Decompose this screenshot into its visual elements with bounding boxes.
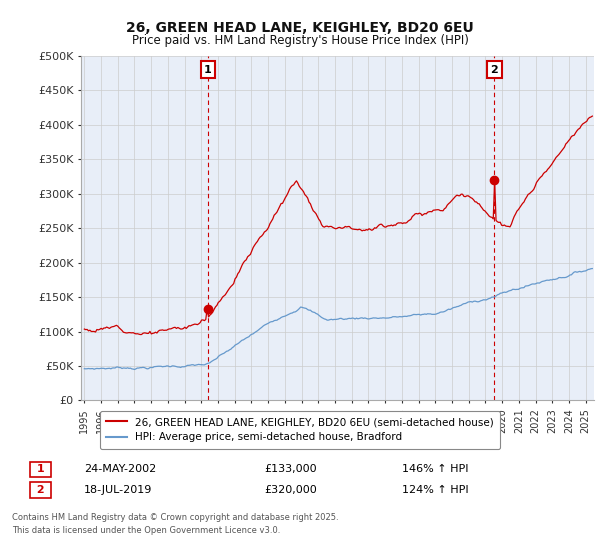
Legend: 26, GREEN HEAD LANE, KEIGHLEY, BD20 6EU (semi-detached house), HPI: Average pric: 26, GREEN HEAD LANE, KEIGHLEY, BD20 6EU … [100, 411, 500, 449]
Text: 146% ↑ HPI: 146% ↑ HPI [402, 464, 469, 474]
Text: 24-MAY-2002: 24-MAY-2002 [84, 464, 156, 474]
Text: £320,000: £320,000 [264, 485, 317, 495]
Text: 18-JUL-2019: 18-JUL-2019 [84, 485, 152, 495]
Text: Contains HM Land Registry data © Crown copyright and database right 2025.: Contains HM Land Registry data © Crown c… [12, 513, 338, 522]
Text: 2: 2 [491, 65, 498, 75]
Text: 1: 1 [204, 65, 212, 75]
Text: 2: 2 [33, 485, 49, 495]
Text: Price paid vs. HM Land Registry's House Price Index (HPI): Price paid vs. HM Land Registry's House … [131, 34, 469, 46]
Text: £133,000: £133,000 [264, 464, 317, 474]
Text: 26, GREEN HEAD LANE, KEIGHLEY, BD20 6EU: 26, GREEN HEAD LANE, KEIGHLEY, BD20 6EU [126, 21, 474, 35]
Text: 124% ↑ HPI: 124% ↑ HPI [402, 485, 469, 495]
Text: 1: 1 [33, 464, 49, 474]
Text: This data is licensed under the Open Government Licence v3.0.: This data is licensed under the Open Gov… [12, 526, 280, 535]
